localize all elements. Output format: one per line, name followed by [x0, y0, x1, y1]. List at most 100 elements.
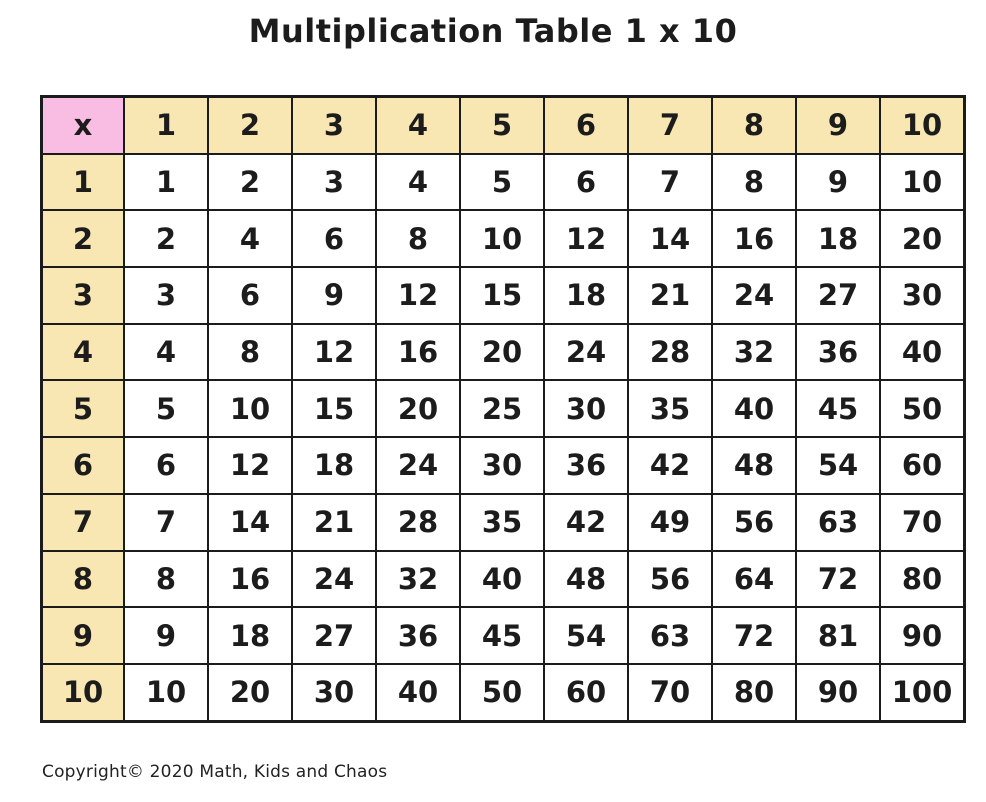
table-row: 3 3 6 9 12 15 18 21 24 27 30 [40, 266, 966, 325]
table-row: 10 10 20 30 40 50 60 70 80 90 100 [40, 662, 966, 723]
column-header-cell: 9 [795, 95, 881, 155]
column-header-cell: 2 [207, 95, 293, 155]
product-cell: 12 [291, 322, 377, 382]
product-cell: 63 [795, 492, 881, 552]
product-cell: 24 [543, 322, 629, 382]
product-cell: 9 [123, 606, 209, 665]
product-cell: 18 [795, 209, 881, 269]
table-row: 5 5 10 15 20 25 30 35 40 45 50 [40, 379, 966, 439]
product-cell: 30 [459, 436, 545, 495]
page-title: Multiplication Table 1 x 10 [248, 12, 738, 50]
product-cell: 24 [375, 436, 461, 495]
product-cell: 21 [291, 492, 377, 552]
product-cell: 12 [375, 266, 461, 325]
product-cell: 63 [627, 606, 713, 665]
product-cell: 42 [627, 436, 713, 495]
product-cell: 5 [123, 379, 209, 439]
product-cell: 27 [795, 266, 881, 325]
product-cell: 42 [543, 492, 629, 552]
product-cell: 30 [879, 266, 966, 325]
product-cell: 90 [879, 606, 966, 665]
product-cell: 4 [207, 209, 293, 269]
product-cell: 70 [627, 662, 713, 723]
product-cell: 20 [879, 209, 966, 269]
row-header-cell: 4 [40, 322, 125, 382]
product-cell: 72 [711, 606, 797, 665]
product-cell: 15 [291, 379, 377, 439]
table-row: 1 1 2 3 4 5 6 7 8 9 10 [40, 152, 966, 212]
product-cell: 24 [291, 549, 377, 609]
product-cell: 25 [459, 379, 545, 439]
multiplication-table: x 1 2 3 4 5 6 7 8 9 10 1 1 2 3 4 5 6 7 8 9 10 2 2 4 6 8 10 12 14 16 18 2… [40, 95, 966, 723]
product-cell: 14 [627, 209, 713, 269]
column-header-cell: 6 [543, 95, 629, 155]
product-cell: 1 [123, 152, 209, 212]
product-cell: 24 [711, 266, 797, 325]
product-cell: 10 [123, 662, 209, 723]
product-cell: 8 [711, 152, 797, 212]
product-cell: 18 [543, 266, 629, 325]
copyright-text: Copyright© 2020 Math, Kids and Chaos [42, 762, 388, 782]
product-cell: 9 [795, 152, 881, 212]
product-cell: 36 [543, 436, 629, 495]
product-cell: 12 [207, 436, 293, 495]
product-cell: 6 [207, 266, 293, 325]
product-cell: 56 [627, 549, 713, 609]
row-header-cell: 3 [40, 266, 125, 325]
product-cell: 18 [291, 436, 377, 495]
product-cell: 5 [459, 152, 545, 212]
product-cell: 40 [879, 322, 966, 382]
product-cell: 50 [879, 379, 966, 439]
product-cell: 70 [879, 492, 966, 552]
product-cell: 45 [459, 606, 545, 665]
table-row: 6 6 12 18 24 30 36 42 48 54 60 [40, 436, 966, 495]
product-cell: 56 [711, 492, 797, 552]
product-cell: 16 [375, 322, 461, 382]
product-cell: 20 [375, 379, 461, 439]
product-cell: 80 [879, 549, 966, 609]
column-header-cell: 1 [123, 95, 209, 155]
product-cell: 8 [375, 209, 461, 269]
product-cell: 54 [543, 606, 629, 665]
product-cell: 30 [291, 662, 377, 723]
table-row: 4 4 8 12 16 20 24 28 32 36 40 [40, 322, 966, 382]
product-cell: 81 [795, 606, 881, 665]
row-header-cell: 2 [40, 209, 125, 269]
product-cell: 10 [459, 209, 545, 269]
product-cell: 20 [459, 322, 545, 382]
table-row: 8 8 16 24 32 40 48 56 64 72 80 [40, 549, 966, 609]
product-cell: 100 [879, 662, 966, 723]
product-cell: 3 [123, 266, 209, 325]
product-cell: 40 [711, 379, 797, 439]
product-cell: 54 [795, 436, 881, 495]
product-cell: 60 [879, 436, 966, 495]
product-cell: 40 [459, 549, 545, 609]
product-cell: 27 [291, 606, 377, 665]
multiplication-table-body: x 1 2 3 4 5 6 7 8 9 10 1 1 2 3 4 5 6 7 8 9 10 2 2 4 6 8 10 12 14 16 18 2… [40, 95, 966, 723]
product-cell: 28 [627, 322, 713, 382]
product-cell: 72 [795, 549, 881, 609]
row-header-cell: 8 [40, 549, 125, 609]
product-cell: 10 [879, 152, 966, 212]
product-cell: 48 [711, 436, 797, 495]
table-row: 7 7 14 21 28 35 42 49 56 63 70 [40, 492, 966, 552]
product-cell: 20 [207, 662, 293, 723]
column-header-cell: 4 [375, 95, 461, 155]
product-cell: 15 [459, 266, 545, 325]
row-header-cell: 1 [40, 152, 125, 212]
product-cell: 21 [627, 266, 713, 325]
row-header-cell: 7 [40, 492, 125, 552]
table-row: 9 9 18 27 36 45 54 63 72 81 90 [40, 606, 966, 665]
product-cell: 6 [543, 152, 629, 212]
product-cell: 36 [795, 322, 881, 382]
product-cell: 4 [375, 152, 461, 212]
table-row: 2 2 4 6 8 10 12 14 16 18 20 [40, 209, 966, 269]
row-header-cell: 5 [40, 379, 125, 439]
product-cell: 35 [459, 492, 545, 552]
column-header-cell: 10 [879, 95, 966, 155]
product-cell: 36 [375, 606, 461, 665]
product-cell: 12 [543, 209, 629, 269]
column-header-cell: 7 [627, 95, 713, 155]
header-row: x 1 2 3 4 5 6 7 8 9 10 [40, 95, 966, 155]
